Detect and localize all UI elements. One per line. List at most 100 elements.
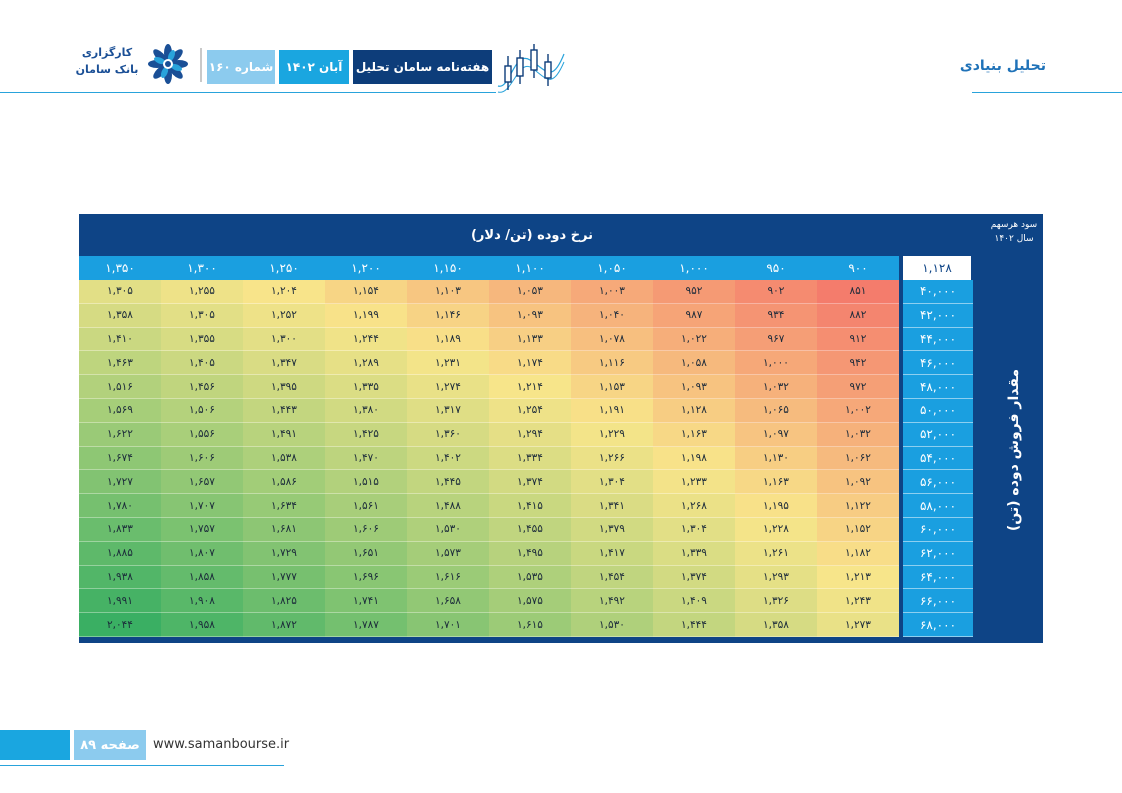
column-header-row: ۱,۳۵۰ ۱,۳۰۰ ۱,۲۵۰ ۱,۲۰۰ ۱,۱۵۰ ۱,۱۰۰ ۱,۰۵۰ ۱,۰۰۰…	[79, 256, 985, 280]
eps-cell: ۹۶۷	[735, 327, 817, 352]
row-header: ۶۲,۰۰۰	[903, 541, 973, 566]
eps-cell: ۱,۳۴۷	[243, 351, 325, 376]
eps-cell: ۱,۱۹۵	[735, 494, 817, 518]
eps-cell: ۱,۴۷۰	[325, 446, 407, 471]
broker-logo: کارگزاری بانک سامان	[72, 40, 190, 88]
base-price-cell: ۱,۱۲۸	[903, 256, 971, 280]
eps-cell: ۱,۳۵۸	[79, 303, 161, 328]
eps-cell: ۱,۹۹۱	[79, 589, 161, 614]
eps-cell: ۱,۲۳۳	[653, 470, 735, 495]
row-axis-label-container: مقدار فروش دوده (تن)	[985, 256, 1043, 643]
eps-cell: ۱,۴۰۹	[653, 589, 735, 614]
eps-cell: ۱,۶۷۴	[79, 446, 161, 471]
eps-cell: ۱,۷۲۷	[79, 470, 161, 495]
website-link[interactable]: www.samanbourse.ir	[153, 737, 290, 752]
table-row: ۱,۷۸۰ ۱,۷۰۷ ۱,۶۳۴ ۱,۵۶۱ ۱,۴۸۸ ۱,۴۱۵ ۱,۳۴۱ ۱,۲۶۸…	[79, 494, 985, 518]
eps-cell: ۱,۹۰۸	[161, 589, 243, 614]
table-title: نرخ دوده (تن/ دلار)	[470, 227, 594, 243]
column-header: ۱,۳۵۰	[79, 256, 161, 280]
eps-cell: ۱,۵۵۶	[161, 422, 243, 447]
eps-cell: ۱,۷۰۱	[407, 613, 489, 637]
eps-cell: ۱,۸۷۲	[243, 613, 325, 637]
row-header: ۵۸,۰۰۰	[903, 494, 973, 518]
eps-cell: ۱,۰۶۵	[735, 398, 817, 423]
eps-cell: ۱,۲۷۴	[407, 375, 489, 399]
eps-cell: ۸۸۲	[817, 303, 899, 328]
eps-cell: ۱,۱۹۸	[653, 446, 735, 471]
table-row: ۱,۹۹۱ ۱,۹۰۸ ۱,۸۲۵ ۱,۷۴۱ ۱,۶۵۸ ۱,۵۷۵ ۱,۴۹۲ ۱,۴۰۹…	[79, 589, 985, 614]
eps-cell: ۱,۹۵۸	[161, 613, 243, 637]
row-header: ۵۰,۰۰۰	[903, 398, 973, 423]
eps-cell: ۹۱۲	[817, 327, 899, 352]
eps-cell: ۱,۲۹۴	[489, 422, 571, 447]
eps-cell: ۱,۷۷۷	[243, 565, 325, 590]
eps-cell: ۹۴۲	[817, 351, 899, 376]
newsletter-title: هفته‌نامه سامان تحلیل	[353, 50, 492, 84]
eps-cell: ۱,۰۳۲	[817, 422, 899, 447]
eps-cell: ۱,۵۶۱	[325, 494, 407, 518]
eps-cell: ۱,۴۸۸	[407, 494, 489, 518]
eps-cell: ۱,۴۱۵	[489, 494, 571, 518]
eps-cell: ۱,۶۰۶	[161, 446, 243, 471]
eps-cell: ۱,۳۳۵	[325, 375, 407, 399]
eps-cell: ۱,۲۵۴	[489, 398, 571, 423]
eps-cell: ۱,۱۶۳	[653, 422, 735, 447]
column-header: ۱,۲۵۰	[243, 256, 325, 280]
eps-cell: ۱,۴۲۵	[325, 422, 407, 447]
column-header: ۱,۱۰۰	[489, 256, 571, 280]
eps-cell: ۱,۶۵۱	[325, 541, 407, 566]
eps-cell: ۱,۴۹۲	[571, 589, 653, 614]
eps-cell: ۱,۰۰۳	[571, 280, 653, 304]
logo-text: کارگزاری بانک سامان	[72, 44, 142, 78]
eps-cell: ۹۳۴	[735, 303, 817, 328]
eps-cell: ۱,۶۲۲	[79, 422, 161, 447]
column-header: ۹۰۰	[817, 256, 899, 280]
eps-cell: ۱,۱۳۳	[489, 327, 571, 352]
eps-cell: ۸۵۱	[817, 280, 899, 304]
eps-cell: ۱,۵۳۰	[407, 517, 489, 542]
eps-cell: ۱,۶۰۶	[325, 517, 407, 542]
row-header: ۴۶,۰۰۰	[903, 351, 973, 376]
eps-cell: ۱,۰۹۷	[735, 422, 817, 447]
row-header: ۶۴,۰۰۰	[903, 565, 973, 590]
eps-cell: ۱,۳۸۰	[325, 398, 407, 423]
eps-cell: ۱,۴۱۷	[571, 541, 653, 566]
eps-cell: ۹۰۲	[735, 280, 817, 304]
eps-cell: ۱,۵۳۵	[489, 565, 571, 590]
eps-cell: ۱,۲۴۳	[817, 589, 899, 614]
eps-cell: ۱,۴۵۶	[161, 375, 243, 399]
row-header: ۶۸,۰۰۰	[903, 613, 973, 637]
eps-cell: ۱,۴۹۵	[489, 541, 571, 566]
eps-cell: ۱,۷۵۷	[161, 517, 243, 542]
eps-cell: ۱,۵۰۶	[161, 398, 243, 423]
eps-cell: ۱,۴۵۴	[571, 565, 653, 590]
eps-cell: ۱,۲۶۱	[735, 541, 817, 566]
row-header: ۶۰,۰۰۰	[903, 517, 973, 542]
eps-cell: ۱,۱۷۴	[489, 351, 571, 376]
eps-cell: ۱,۳۳۹	[653, 541, 735, 566]
table-body: ۱,۳۰۵ ۱,۲۵۵ ۱,۲۰۴ ۱,۱۵۴ ۱,۱۰۳ ۱,۰۵۳ ۱,۰۰۳ ۹۵۲ ۹۰…	[79, 280, 985, 637]
logo-line1: کارگزاری	[81, 46, 133, 59]
eps-cell: ۱,۲۰۴	[243, 280, 325, 304]
header-divider-right	[972, 92, 1122, 93]
eps-cell: ۱,۸۲۵	[243, 589, 325, 614]
row-header: ۵۲,۰۰۰	[903, 422, 973, 447]
eps-cell: ۲,۰۴۴	[79, 613, 161, 637]
candlestick-icon	[497, 44, 565, 93]
eps-cell: ۱,۲۵۵	[161, 280, 243, 304]
eps-cell: ۱,۵۷۳	[407, 541, 489, 566]
eps-cell: ۱,۰۷۸	[571, 327, 653, 352]
issue-date: آبان ۱۴۰۲	[279, 50, 349, 84]
eps-cell: ۱,۲۲۹	[571, 422, 653, 447]
eps-cell: ۱,۳۴۱	[571, 494, 653, 518]
eps-cell: ۱,۱۹۹	[325, 303, 407, 328]
eps-cell: ۱,۵۱۵	[325, 470, 407, 495]
logo-line2: بانک سامان	[75, 63, 139, 76]
eps-cell: ۱,۰۲۲	[653, 327, 735, 352]
eps-cell: ۱,۳۷۴	[653, 565, 735, 590]
eps-cell: ۱,۶۵۷	[161, 470, 243, 495]
eps-cell: ۱,۰۹۳	[653, 375, 735, 399]
eps-cell: ۱,۲۳۱	[407, 351, 489, 376]
eps-cell: ۱,۰۹۲	[817, 470, 899, 495]
eps-cell: ۱,۲۴۴	[325, 327, 407, 352]
